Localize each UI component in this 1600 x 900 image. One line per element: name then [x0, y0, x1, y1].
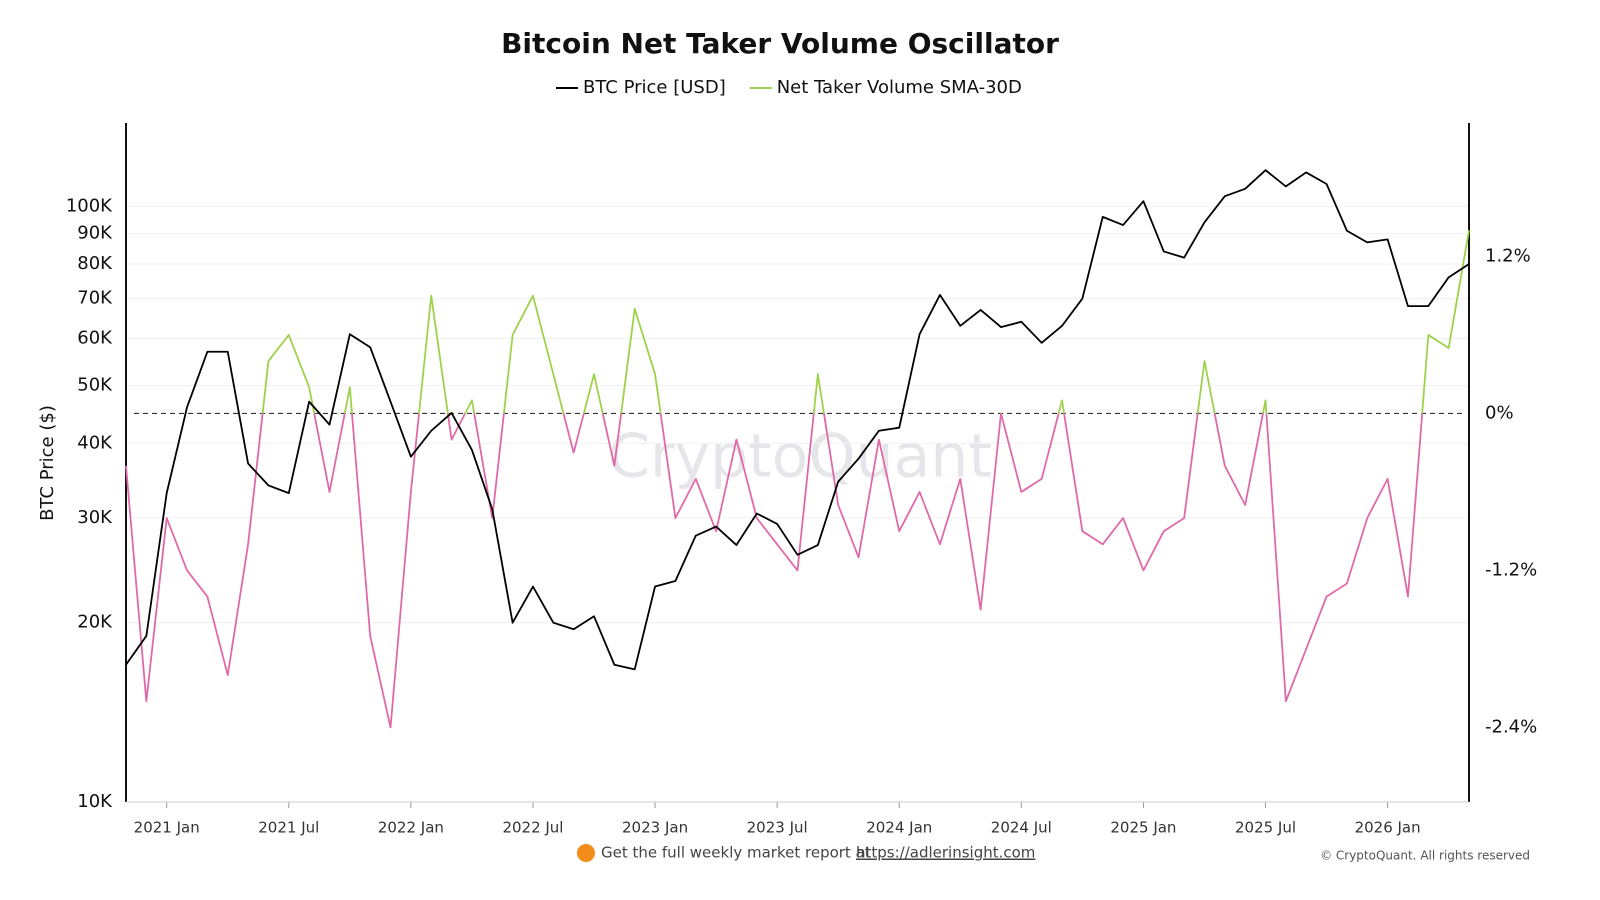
y2-tick-label: -2.4%	[1485, 716, 1537, 737]
x-tick-label: 2025 Jan	[1110, 819, 1176, 837]
watermark: CryptoQuant	[608, 422, 992, 492]
chart-title: Bitcoin Net Taker Volume Oscillator	[501, 27, 1059, 60]
legend-label: BTC Price [USD]	[583, 77, 726, 98]
y-tick-label: 50K	[77, 375, 113, 396]
y-tick-label: 10K	[77, 791, 113, 812]
legend-label: Net Taker Volume SMA-30D	[777, 77, 1022, 98]
y-tick-label: 60K	[77, 327, 113, 348]
x-tick-label: 2024 Jan	[866, 819, 932, 837]
y2-tick-label: -1.2%	[1485, 559, 1537, 580]
footer-link[interactable]: https://adlerinsight.com	[856, 844, 1035, 862]
x-tick-label: 2022 Jan	[378, 819, 444, 837]
y-tick-label: 30K	[77, 507, 113, 528]
x-tick-label: 2023 Jan	[622, 819, 688, 837]
x-tick-label: 2024 Jul	[991, 819, 1052, 837]
x-tick-label: 2026 Jan	[1355, 819, 1421, 837]
footer-text: Get the full weekly market report at	[601, 844, 871, 862]
y-tick-label: 20K	[77, 612, 113, 633]
y-tick-label: 40K	[77, 432, 113, 453]
y-tick-label: 90K	[77, 223, 113, 244]
y2-tick-label: 0%	[1485, 402, 1514, 423]
x-tick-label: 2023 Jul	[747, 819, 808, 837]
x-tick-label: 2021 Jul	[258, 819, 319, 837]
y-axis-label: BTC Price ($)	[37, 405, 58, 521]
series-line	[125, 230, 1470, 729]
y-tick-label: 80K	[77, 253, 113, 274]
x-tick-label: 2022 Jul	[502, 819, 563, 837]
y-tick-label: 100K	[66, 195, 113, 216]
x-tick-label: 2025 Jul	[1235, 819, 1296, 837]
y-tick-label: 70K	[77, 288, 113, 309]
series-line	[125, 169, 1470, 671]
y2-tick-label: 1.2%	[1485, 245, 1531, 266]
report-icon	[577, 844, 595, 862]
x-tick-label: 2021 Jan	[134, 819, 200, 837]
copyright: © CryptoQuant. All rights reserved	[1320, 849, 1530, 863]
